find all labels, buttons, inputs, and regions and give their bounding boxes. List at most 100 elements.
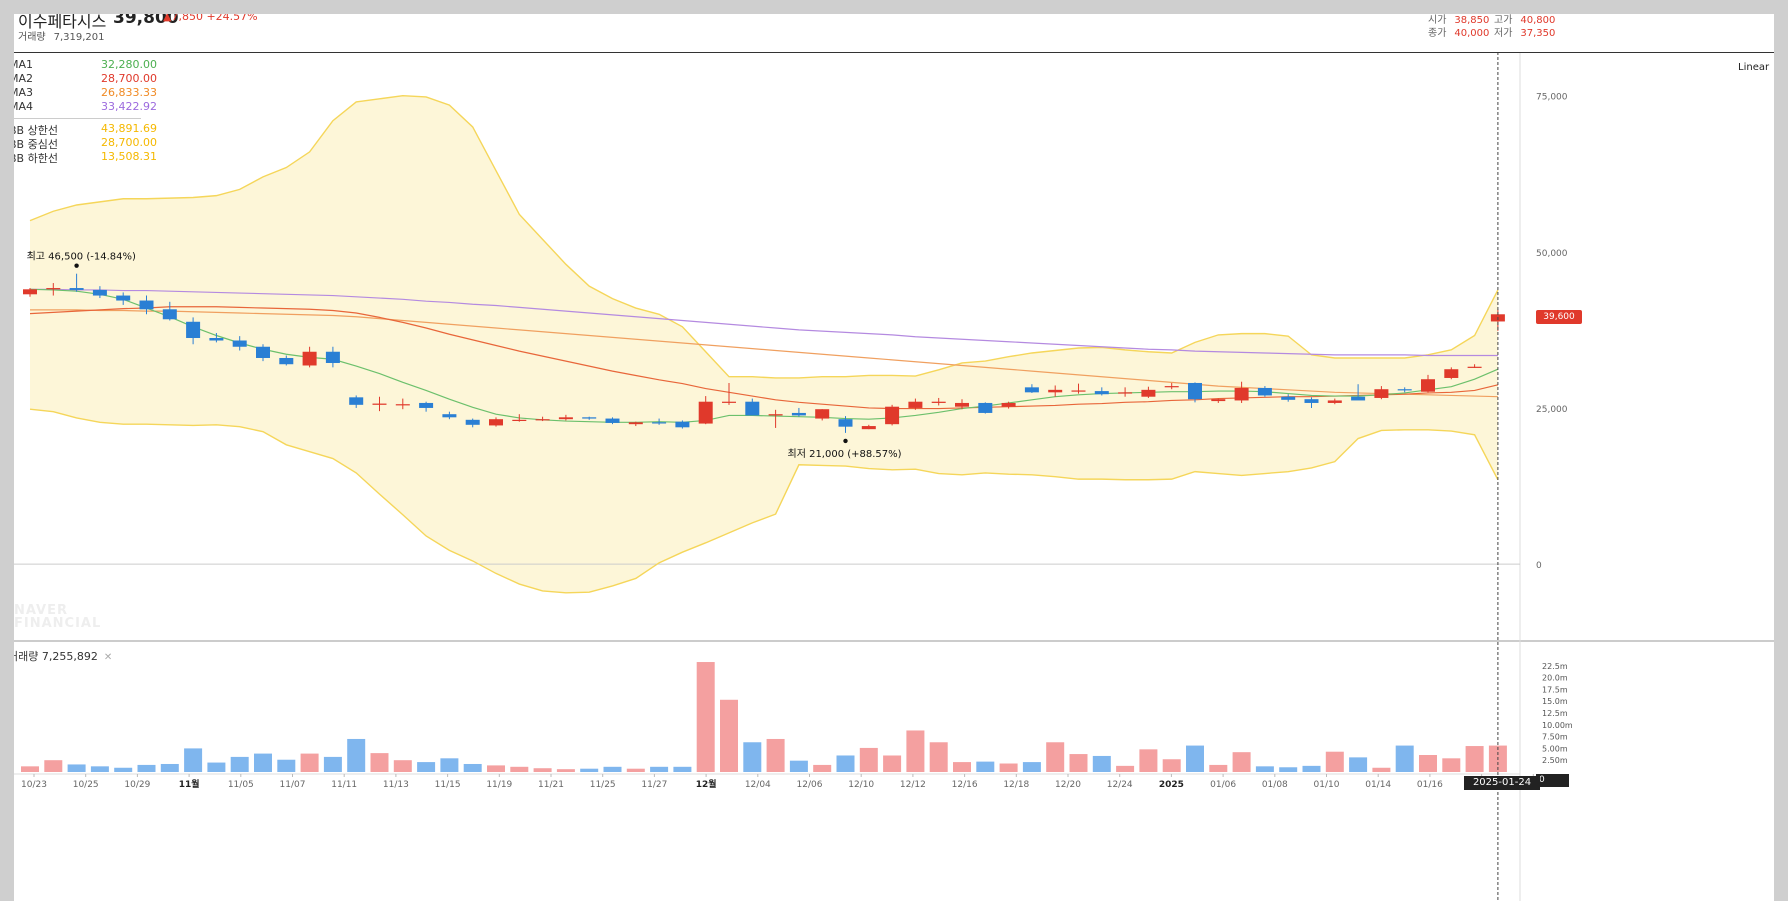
ohlc-close: 종가 40,000 (1428, 24, 1489, 39)
legend-ma1-name: MA1 (14, 58, 34, 71)
candle-body (256, 346, 270, 358)
volume-bar (696, 662, 715, 772)
candle-body (1188, 382, 1202, 400)
candle-body (69, 288, 84, 290)
volume-bar (1279, 767, 1298, 772)
volume-bar (90, 766, 109, 772)
candle-body (465, 419, 480, 425)
candle-body (1071, 390, 1086, 392)
volume-bar (673, 766, 692, 772)
legend-bb-upper[interactable]: BB 상한선 43,891.69 (14, 122, 157, 137)
highest-marker (74, 263, 79, 268)
price-chart[interactable]: 0 25,000 50,000 75,000 최고 46,500 (-14.84%) 최저… (14, 14, 1774, 901)
stock-header: 이수페타시스 39,800 ▲7,850 +24.57% 거래량 7,319,20… (14, 14, 1774, 53)
candle-body (1234, 387, 1249, 401)
ohlc-close-label: 종가 (1428, 28, 1447, 39)
volume-axis-tick-label: 2.50m (1542, 756, 1568, 765)
volume-bar (370, 753, 389, 772)
x-axis-tick-label: 2025 (1159, 780, 1184, 790)
volume-axis-tick-label: 7.50m (1542, 733, 1568, 742)
ohlc-low-label: 저가 (1494, 28, 1513, 39)
volume-bar (1022, 762, 1041, 772)
candle-body (675, 421, 690, 428)
candle-body (186, 321, 201, 339)
volume-bar (230, 756, 249, 772)
candle-body (722, 401, 736, 403)
candle-body (512, 419, 527, 422)
candle-body (1351, 396, 1366, 401)
x-axis-tick-label: 10/29 (124, 780, 150, 790)
x-axis-tick-label: 11월 (179, 778, 200, 790)
volume-bar (417, 762, 436, 772)
volume-bar (1419, 755, 1437, 772)
volume-bar (533, 768, 552, 772)
candle-body (349, 397, 364, 405)
candle-body (791, 412, 806, 416)
volume-bar (487, 765, 505, 772)
volume-bar (883, 755, 902, 772)
volume-bar (1209, 764, 1228, 772)
volume-bar (766, 738, 785, 772)
legend-bb-lower[interactable]: BB 하한선 13,508.31 (14, 150, 157, 165)
ohlc-high-value: 40,800 (1520, 15, 1556, 26)
legend-bb-lower-name: BB 하한선 (14, 152, 58, 165)
candle-body (815, 409, 830, 419)
volume-bar (463, 763, 482, 772)
legend-ma3-value: 26,833.33 (101, 86, 157, 99)
volume-axis-tick-label: 20.0m (1542, 674, 1568, 683)
x-axis-tick-label: 01/10 (1314, 780, 1340, 790)
volume-bar (1302, 765, 1321, 772)
candle-body (768, 414, 783, 416)
x-axis-tick-label: 11/13 (383, 780, 409, 790)
volume-bar (1349, 757, 1368, 772)
candle-body (1444, 369, 1459, 378)
close-icon[interactable]: ✕ (103, 652, 113, 663)
candle-body (1467, 366, 1482, 368)
x-axis-tick-label: 01/06 (1210, 780, 1236, 790)
candle-body (1257, 387, 1272, 396)
candle-body (1164, 386, 1179, 388)
chevron-down-icon: ⌄ (1772, 62, 1774, 73)
ma2-line (29, 306, 1499, 410)
x-axis-tick-label: 11/15 (435, 780, 461, 790)
candle-body (955, 402, 969, 407)
volume-label: 거래량 (18, 32, 46, 43)
ohlc-low: 저가 37,350 (1494, 24, 1555, 39)
legend-bb-upper-value: 43,891.69 (101, 122, 157, 135)
volume-bar (1069, 754, 1088, 772)
volume-bar (1139, 749, 1158, 772)
candle-body (1211, 399, 1226, 402)
scale-mode-label: Linear (1738, 62, 1770, 73)
watermark-line-1: NAVER (14, 603, 69, 618)
volume-axis-tick-label: 5.00m (1542, 744, 1568, 753)
candle-body (395, 404, 410, 406)
legend-bb-middle[interactable]: BB 중심선 28,700.00 (14, 136, 157, 151)
legend-ma3[interactable]: MA3 26,833.33 (14, 86, 157, 100)
volume-bar (626, 768, 645, 772)
watermark-line-2: FINANCIAL (14, 616, 102, 631)
volume-bar (1395, 745, 1414, 772)
stock-name[interactable]: 이수페타시스 (18, 14, 107, 31)
candle-body (558, 417, 573, 420)
volume-bar (323, 756, 342, 772)
candle-body (442, 414, 457, 418)
scale-mode-dropdown[interactable]: Linear⌄ (1738, 62, 1774, 73)
candle-body (279, 357, 294, 365)
volume-bar (999, 763, 1018, 772)
volume-bar (160, 763, 179, 772)
x-axis-tick-label: 12월 (696, 778, 717, 790)
candle-body (419, 402, 434, 408)
legend-ma1[interactable]: MA1 32,280.00 (14, 58, 157, 72)
volume-bar (1232, 752, 1251, 772)
volume-bar (953, 762, 971, 772)
legend-ma2-name: MA2 (14, 72, 34, 85)
x-axis-tick-label: 10/25 (73, 780, 99, 790)
legend-ma4[interactable]: MA4 33,422.92 (14, 100, 157, 114)
candle-body (23, 289, 37, 295)
candle-body (325, 351, 340, 363)
candle-body (1397, 389, 1412, 391)
volume-bar (906, 730, 925, 772)
volume-bar (440, 758, 459, 772)
volume-bar (836, 755, 855, 772)
legend-ma2[interactable]: MA2 28,700.00 (14, 72, 157, 86)
